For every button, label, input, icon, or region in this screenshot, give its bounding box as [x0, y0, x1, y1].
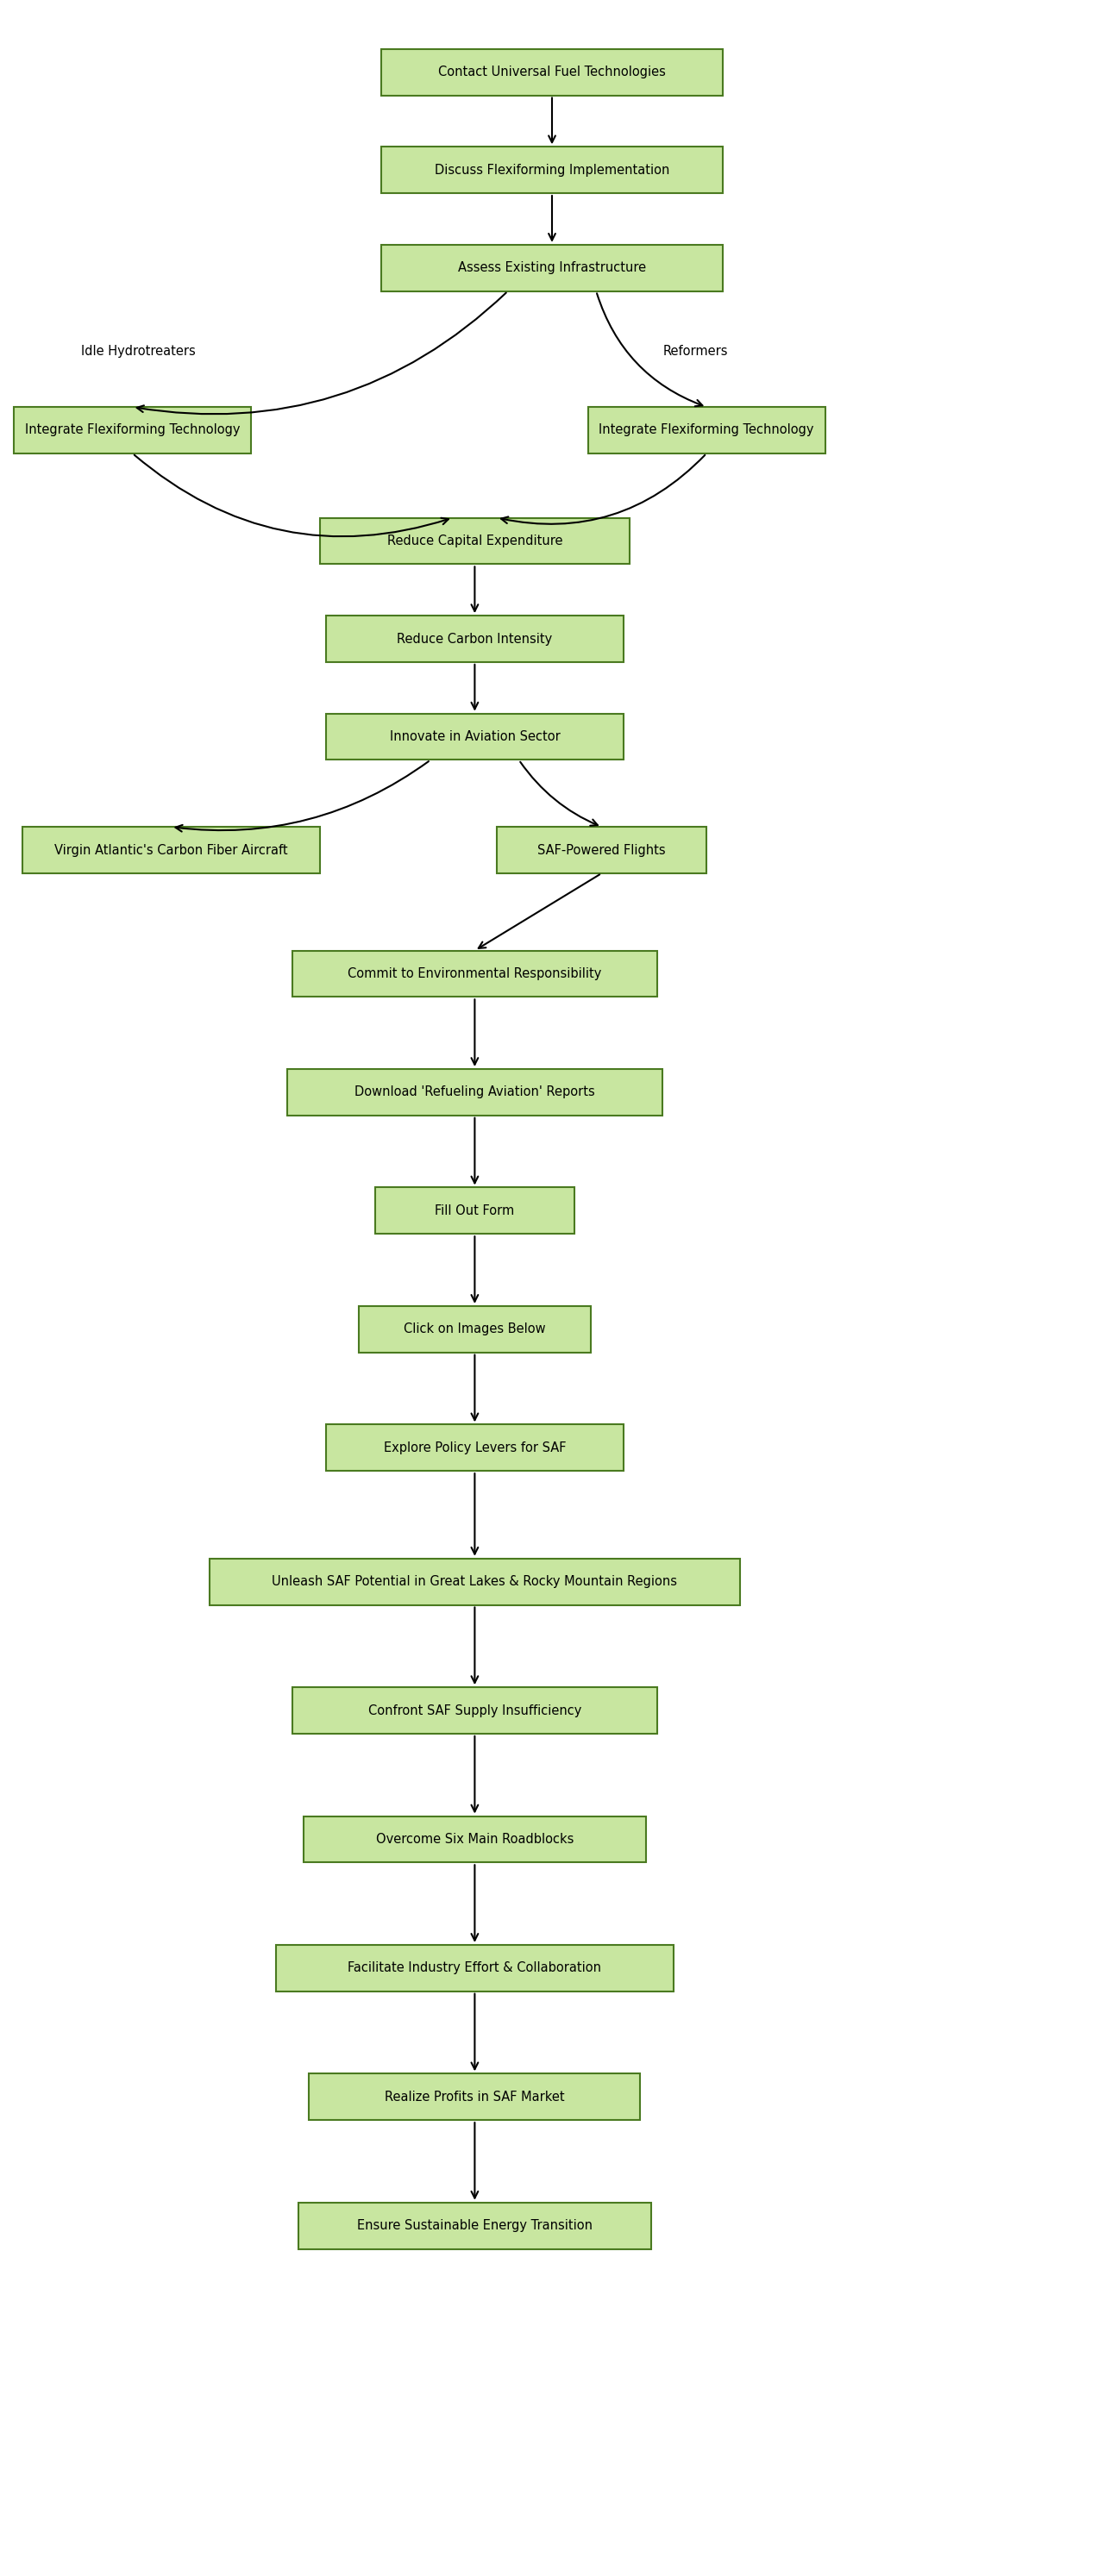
FancyBboxPatch shape — [293, 951, 657, 997]
FancyBboxPatch shape — [359, 1306, 591, 1352]
FancyArrowPatch shape — [135, 456, 448, 536]
Text: Click on Images Below: Click on Images Below — [404, 1321, 545, 1337]
Text: Reduce Capital Expenditure: Reduce Capital Expenditure — [388, 533, 562, 549]
Text: Realize Profits in SAF Market: Realize Profits in SAF Market — [385, 2089, 564, 2105]
Text: Virgin Atlantic's Carbon Fiber Aircraft: Virgin Atlantic's Carbon Fiber Aircraft — [54, 842, 288, 858]
Text: Download 'Refueling Aviation' Reports: Download 'Refueling Aviation' Reports — [354, 1084, 595, 1100]
Text: Assess Existing Infrastructure: Assess Existing Infrastructure — [458, 260, 646, 276]
Text: Facilitate Industry Effort & Collaboration: Facilitate Industry Effort & Collaborati… — [348, 1960, 602, 1976]
Text: Overcome Six Main Roadblocks: Overcome Six Main Roadblocks — [375, 1832, 574, 1847]
FancyBboxPatch shape — [326, 616, 624, 662]
FancyBboxPatch shape — [22, 827, 320, 873]
Text: Reformers: Reformers — [664, 345, 728, 358]
Text: Explore Policy Levers for SAF: Explore Policy Levers for SAF — [383, 1440, 566, 1455]
FancyBboxPatch shape — [381, 49, 723, 95]
FancyBboxPatch shape — [276, 1945, 673, 1991]
FancyArrowPatch shape — [520, 762, 597, 827]
FancyBboxPatch shape — [13, 407, 252, 453]
Text: Contact Universal Fuel Technologies: Contact Universal Fuel Technologies — [438, 64, 666, 80]
FancyBboxPatch shape — [326, 1425, 624, 1471]
Text: Fill Out Form: Fill Out Form — [435, 1203, 514, 1218]
FancyBboxPatch shape — [210, 1558, 740, 1605]
FancyBboxPatch shape — [381, 147, 723, 193]
FancyBboxPatch shape — [320, 518, 629, 564]
FancyBboxPatch shape — [381, 245, 723, 291]
FancyBboxPatch shape — [375, 1188, 574, 1234]
FancyArrowPatch shape — [501, 456, 704, 523]
FancyBboxPatch shape — [287, 1069, 662, 1115]
Text: SAF-Powered Flights: SAF-Powered Flights — [538, 842, 666, 858]
FancyBboxPatch shape — [304, 1816, 646, 1862]
Text: Commit to Environmental Responsibility: Commit to Environmental Responsibility — [348, 966, 602, 981]
Text: Unleash SAF Potential in Great Lakes & Rocky Mountain Regions: Unleash SAF Potential in Great Lakes & R… — [272, 1574, 678, 1589]
Text: Reduce Carbon Intensity: Reduce Carbon Intensity — [397, 631, 552, 647]
FancyBboxPatch shape — [326, 714, 624, 760]
FancyBboxPatch shape — [293, 1687, 657, 1734]
Text: Integrate Flexiforming Technology: Integrate Flexiforming Technology — [25, 422, 240, 438]
Text: Ensure Sustainable Energy Transition: Ensure Sustainable Energy Transition — [357, 2218, 593, 2233]
Text: Idle Hydrotreaters: Idle Hydrotreaters — [81, 345, 195, 358]
Text: Discuss Flexiforming Implementation: Discuss Flexiforming Implementation — [435, 162, 669, 178]
Text: Innovate in Aviation Sector: Innovate in Aviation Sector — [390, 729, 560, 744]
FancyArrowPatch shape — [137, 294, 506, 415]
FancyArrowPatch shape — [597, 294, 702, 407]
FancyBboxPatch shape — [497, 827, 707, 873]
Text: Integrate Flexiforming Technology: Integrate Flexiforming Technology — [599, 422, 814, 438]
FancyBboxPatch shape — [309, 2074, 640, 2120]
FancyBboxPatch shape — [587, 407, 826, 453]
FancyArrowPatch shape — [176, 762, 428, 832]
FancyBboxPatch shape — [298, 2202, 651, 2249]
Text: Confront SAF Supply Insufficiency: Confront SAF Supply Insufficiency — [368, 1703, 582, 1718]
